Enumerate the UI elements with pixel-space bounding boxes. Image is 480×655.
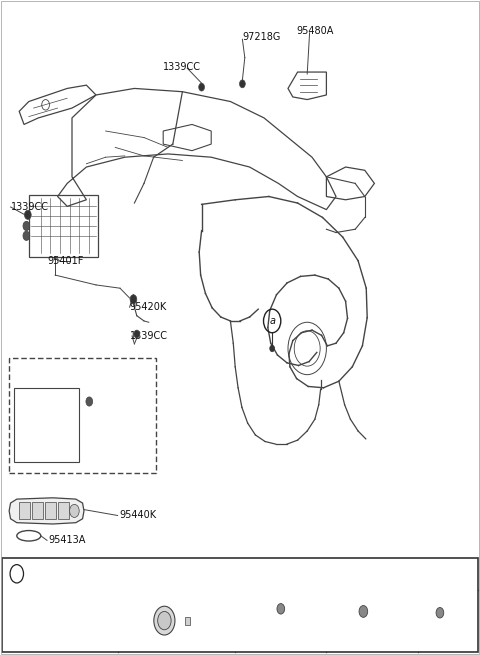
Bar [58, 502, 69, 519]
Bar [32, 502, 43, 519]
Text: 94415: 94415 [265, 569, 296, 579]
Circle shape [23, 231, 30, 240]
Circle shape [134, 330, 140, 338]
Circle shape [86, 397, 93, 406]
Text: 95413A: 95413A [48, 535, 85, 546]
Text: 95440K: 95440K [119, 510, 156, 521]
Circle shape [157, 612, 171, 630]
FancyBboxPatch shape [145, 605, 193, 638]
Circle shape [199, 83, 204, 91]
Circle shape [23, 221, 30, 231]
Circle shape [240, 80, 245, 88]
Bar [14, 388, 79, 462]
Text: 95480A: 95480A [297, 26, 334, 37]
Polygon shape [9, 498, 84, 524]
Circle shape [154, 607, 175, 635]
Text: 1141AC: 1141AC [429, 569, 467, 579]
Bar [185, 617, 190, 625]
Text: 18362: 18362 [357, 569, 387, 579]
Text: 97218G: 97218G [242, 32, 281, 43]
FancyBboxPatch shape [9, 358, 156, 473]
Text: 95401F: 95401F [47, 427, 84, 438]
Text: 1339CC: 1339CC [163, 62, 201, 72]
Text: (13MY): (13MY) [20, 360, 54, 369]
Text: a: a [14, 569, 20, 578]
Text: 1339CC: 1339CC [11, 202, 48, 212]
Text: a: a [269, 316, 275, 326]
Circle shape [24, 210, 31, 219]
Bar [29, 195, 98, 257]
Bar [19, 502, 30, 519]
Text: 95401F: 95401F [47, 256, 84, 267]
Text: 1339CC: 1339CC [130, 331, 168, 341]
Circle shape [270, 345, 275, 352]
Circle shape [359, 605, 368, 617]
Bar [45, 502, 56, 519]
Circle shape [277, 604, 285, 614]
Text: 95420K: 95420K [130, 302, 167, 312]
Text: 95430D: 95430D [157, 569, 195, 579]
Text: 96443: 96443 [109, 403, 140, 413]
Text: (13MY): (13MY) [23, 368, 57, 379]
Circle shape [436, 608, 444, 618]
Bar [2, 558, 478, 652]
Circle shape [130, 295, 137, 304]
Circle shape [70, 504, 79, 517]
